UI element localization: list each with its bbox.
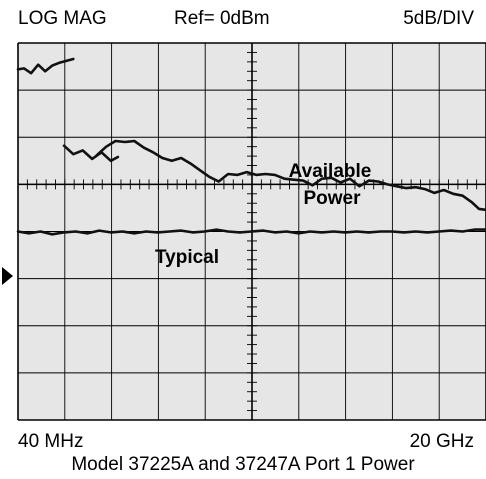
trace-group	[16, 57, 486, 236]
chart-caption: Model 37225A and 37247A Port 1 Power	[71, 454, 415, 475]
reference-level-label: Ref= 0dBm	[174, 8, 270, 29]
annotation-typical: Typical	[155, 247, 219, 268]
trace-available-power	[62, 144, 120, 163]
start-frequency-label: 40 MHz	[18, 431, 84, 452]
annotation-available-line2: Power	[303, 188, 361, 209]
display-mode-label: LOG MAG	[18, 8, 107, 29]
trace-available-power	[16, 57, 75, 75]
annotation-available-line1: Available	[289, 161, 372, 182]
scale-per-division-label: 5dB/DIV	[403, 8, 474, 29]
trace-typical	[16, 228, 486, 236]
reference-marker-icon	[2, 267, 13, 285]
trace-available-power	[95, 139, 486, 212]
stop-frequency-label: 20 GHz	[409, 431, 474, 452]
